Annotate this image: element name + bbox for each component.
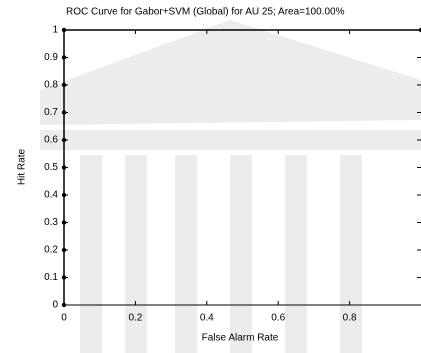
x-tick-label: 0: [61, 313, 67, 324]
y-tick-label: 0.2: [44, 245, 58, 256]
roc-point: [61, 302, 67, 308]
chart-title: ROC Curve for Gabor+SVM (Global) for AU …: [66, 7, 345, 18]
y-tick-label: 0.4: [44, 190, 58, 201]
y-axis-label: Hit Rate: [17, 149, 28, 186]
y-tick-label: 0.8: [44, 80, 58, 91]
y-tick-label: 0.1: [44, 272, 58, 283]
roc-point: [61, 55, 67, 60]
roc-point: [61, 247, 67, 253]
watermark: [40, 20, 421, 353]
y-tick-label: 0.6: [44, 135, 58, 146]
x-tick-label: 0.2: [128, 313, 142, 324]
y-tick-label: 1: [52, 25, 58, 36]
roc-point: [61, 82, 67, 88]
roc-point: [61, 165, 67, 170]
roc-point: [61, 275, 67, 280]
roc-point: [61, 220, 67, 225]
y-tick-label: 0.3: [44, 217, 58, 228]
roc-point: [61, 27, 67, 33]
y-tick-label: 0.7: [44, 107, 58, 118]
x-tick-label: 0.8: [343, 313, 357, 324]
roc-point: [61, 110, 67, 115]
y-tick-label: 0.9: [44, 52, 58, 63]
roc-point: [418, 27, 421, 33]
roc-point: [61, 192, 67, 198]
x-axis-label: False Alarm Rate: [202, 333, 279, 344]
roc-point: [61, 137, 67, 143]
y-tick-label: 0.5: [44, 162, 58, 173]
x-tick-label: 0.6: [271, 313, 285, 324]
x-tick-label: 0.4: [200, 313, 214, 324]
roc-line: [63, 29, 421, 305]
y-tick-label: 0: [52, 300, 58, 311]
